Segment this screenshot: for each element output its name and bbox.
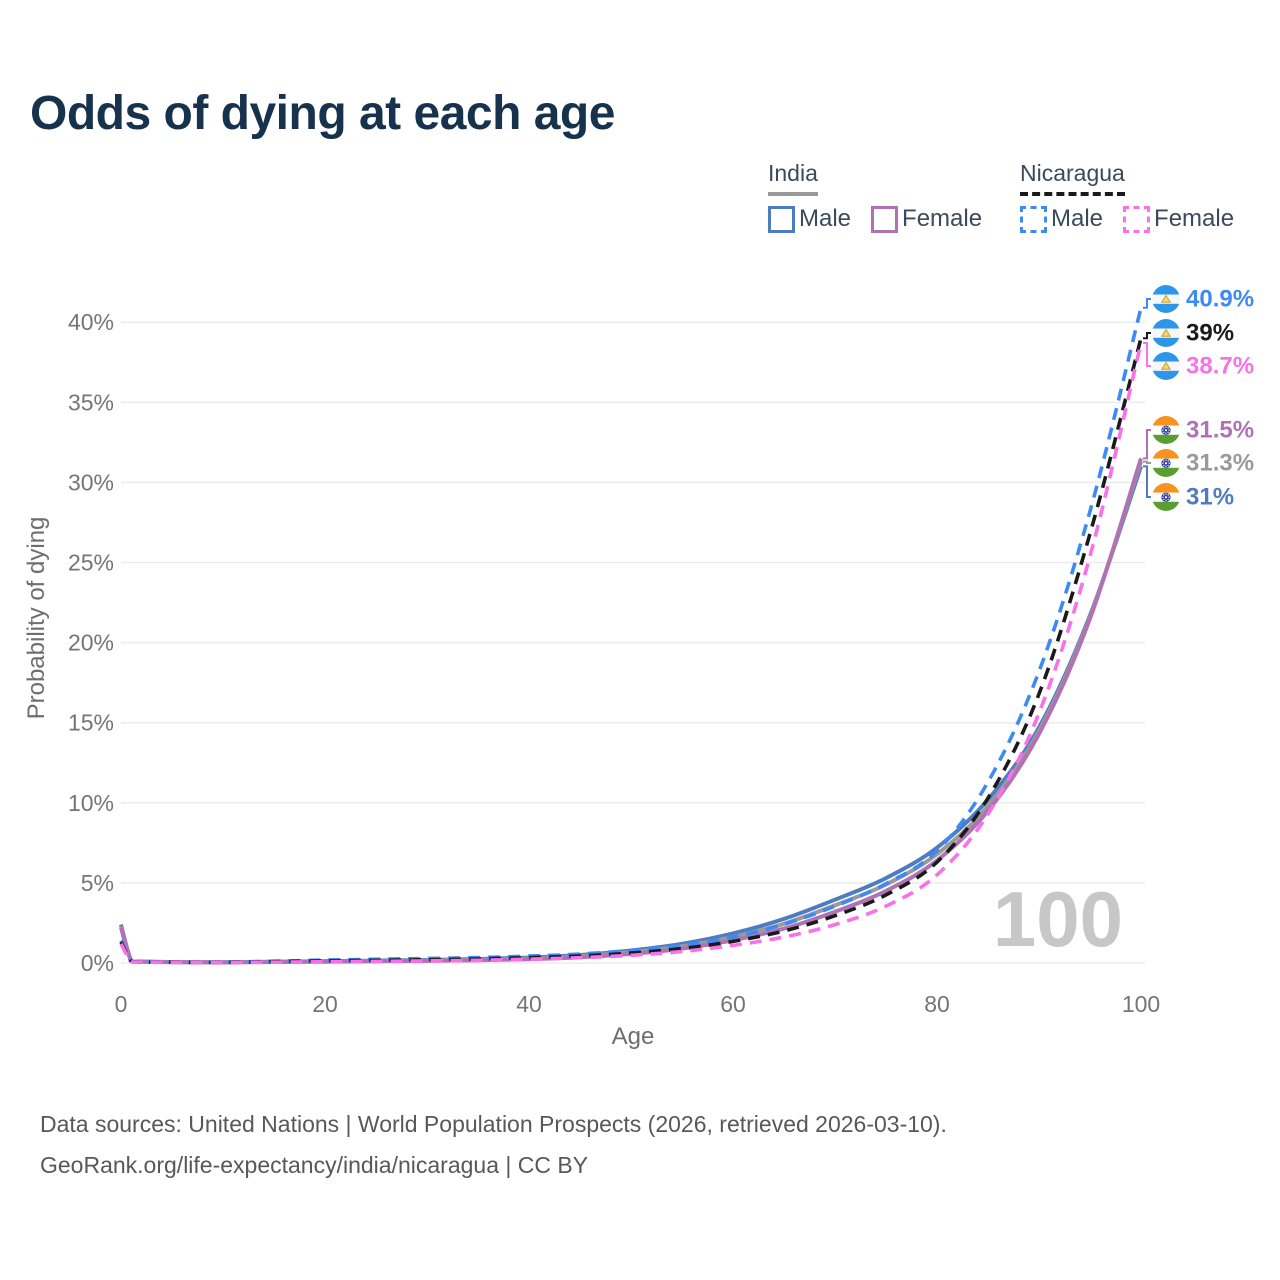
legend-group-india: India Male Female [768,160,982,233]
label-leader-line [1143,429,1151,460]
y-tick-label: 15% [68,710,114,736]
flag-icon-nicaragua [1152,352,1180,380]
y-tick-label: 20% [68,630,114,656]
legend-item-nicaragua-male[interactable]: Male [1020,205,1103,233]
series-line-india-female[interactable] [119,457,1143,965]
x-tick-label: 80 [924,991,950,1017]
series-line-nicaragua-both[interactable] [119,337,1143,965]
legend-country-nicaragua[interactable]: Nicaragua [1020,160,1125,196]
y-tick-label: 35% [68,389,114,415]
legend-item-label: Male [1051,205,1104,232]
label-leader-line [1143,465,1151,498]
series-line-nicaragua-female[interactable] [119,342,1143,965]
nicaragua-male-checkbox-icon[interactable] [1020,205,1047,233]
india-female-checkbox-icon[interactable] [871,205,899,233]
flag-icon-nicaragua [1152,319,1180,347]
legend-item-label: Male [799,205,852,232]
label-leader-line [1143,332,1151,340]
y-tick-label: 10% [68,790,114,816]
y-axis-title: Probability of dying [23,517,50,720]
legend-item-label: Female [902,205,983,232]
end-value-label-india-both[interactable]: 31.3% [1186,450,1254,477]
end-value-label-nicaragua-male[interactable]: 40.9% [1186,286,1254,313]
footer: Data sources: United Nations | World Pop… [40,1104,947,1186]
legend-item-india-male[interactable]: Male [768,205,851,233]
series-line-nicaragua-male[interactable] [119,307,1143,965]
x-tick-label: 20 [312,991,338,1017]
end-value-label-nicaragua-both[interactable]: 39% [1186,320,1234,347]
series-line-india-both[interactable] [119,460,1143,965]
flag-icon-india [1152,449,1180,477]
legend-item-label: Female [1154,205,1235,232]
legend-item-india-female[interactable]: Female [871,205,982,233]
flag-icon-nicaragua [1152,285,1180,313]
label-leader-line [1143,342,1151,367]
age-watermark: 100 [993,875,1123,963]
label-leader-line [1143,460,1151,464]
y-tick-label: 0% [81,950,114,976]
end-value-label-india-male[interactable]: 31% [1186,484,1234,511]
x-tick-label: 0 [115,991,128,1017]
footer-attribution-link[interactable]: GeoRank.org/life-expectancy/india/nicara… [40,1152,589,1178]
legend-country-india[interactable]: India [768,160,818,196]
nicaragua-female-checkbox-icon[interactable] [1123,205,1151,233]
y-tick-label: 40% [68,309,114,335]
flag-icon-india [1152,483,1180,511]
legend-item-nicaragua-female[interactable]: Female [1123,205,1234,233]
end-value-label-nicaragua-female[interactable]: 38.7% [1186,353,1254,380]
y-tick-label: 5% [81,870,114,896]
series-line-india-male[interactable] [119,465,1143,965]
x-axis-title: Age [612,1023,655,1050]
india-male-checkbox-icon[interactable] [768,205,795,233]
label-leader-line [1143,298,1151,309]
x-tick-label: 100 [1122,991,1160,1017]
end-value-label-india-female[interactable]: 31.5% [1186,417,1254,444]
y-tick-label: 25% [68,550,114,576]
footer-data-sources: Data sources: United Nations | World Pop… [40,1111,947,1137]
x-tick-label: 40 [516,991,542,1017]
y-tick-label: 30% [68,469,114,495]
chart-title: Odds of dying at each age [30,87,615,140]
x-tick-label: 60 [720,991,746,1017]
flag-icon-india [1152,416,1180,444]
legend-group-nicaragua: Nicaragua Male Female [1020,160,1234,233]
